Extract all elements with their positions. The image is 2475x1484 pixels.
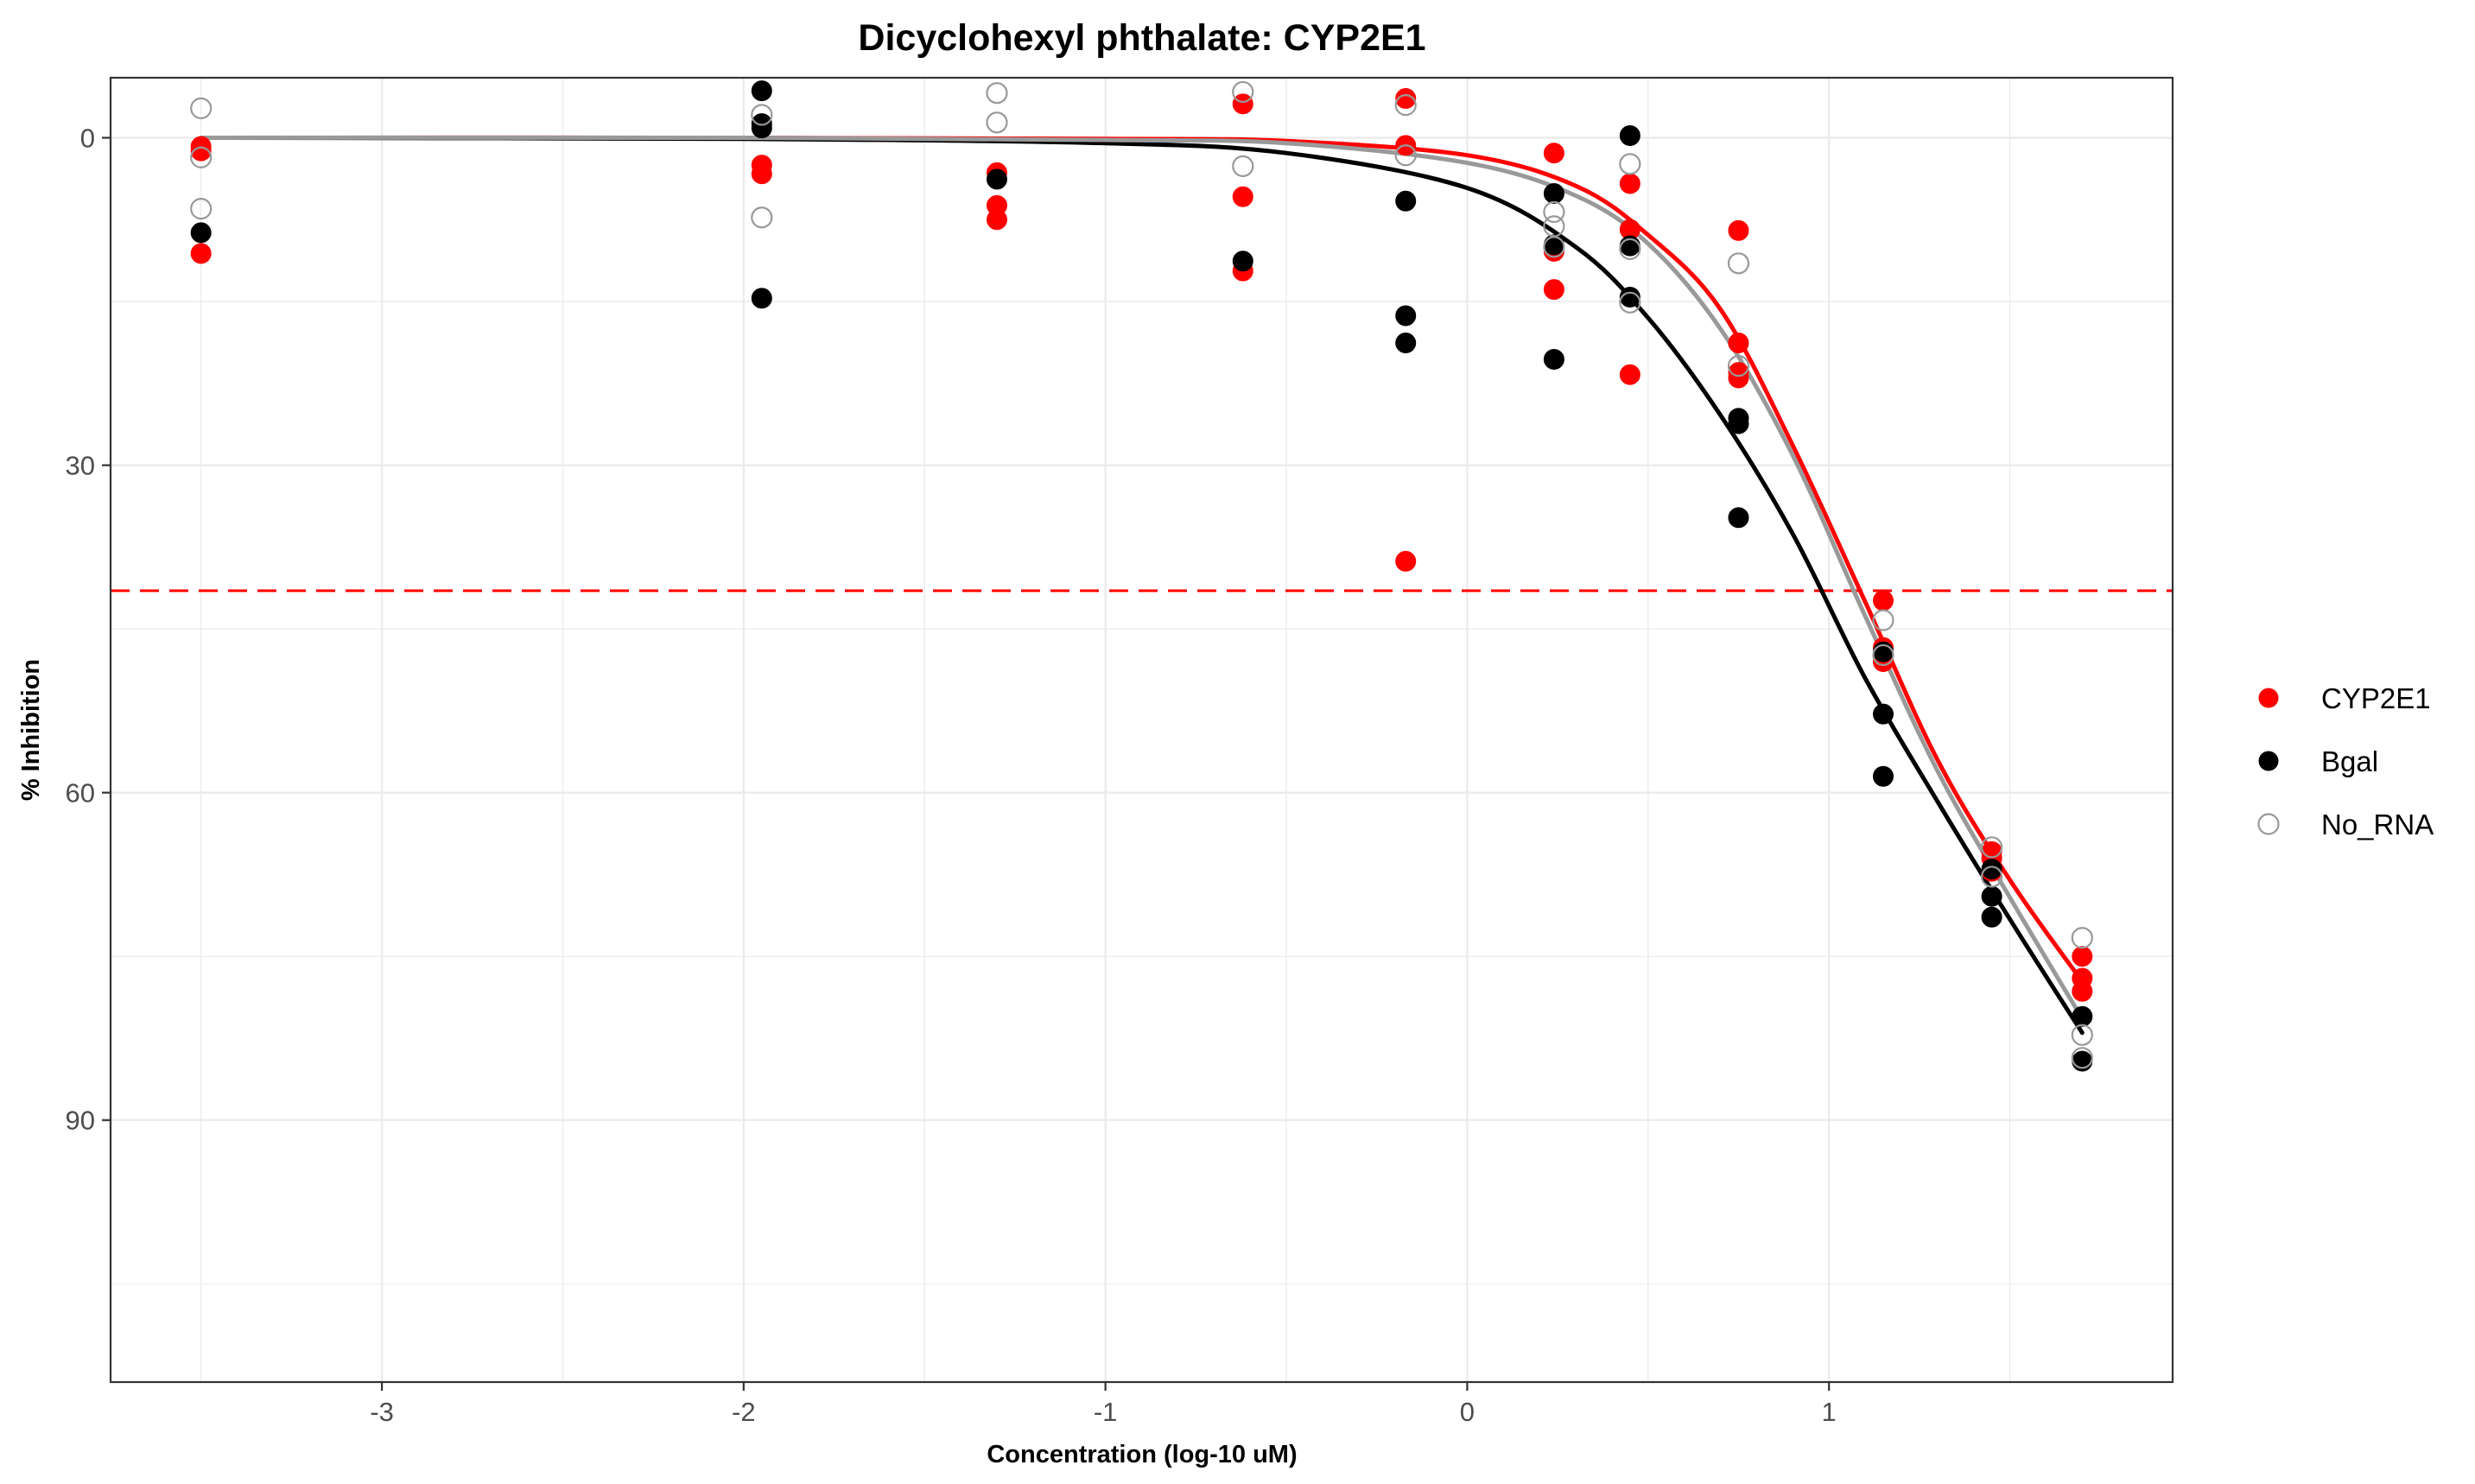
point-no-rna: [1394, 93, 1417, 117]
point-cyp2e1: [2072, 980, 2093, 1002]
point-cyp2e1: [1619, 173, 1640, 194]
point-no-rna: [986, 111, 1008, 134]
point-no-rna: [751, 104, 773, 126]
plot-panel-border: [109, 76, 2174, 1384]
data-points: [190, 80, 2093, 1072]
point-bgal: [1619, 286, 1640, 308]
x-tick-label: -1: [1094, 1397, 1118, 1427]
point-no-rna: [1619, 291, 1641, 314]
y-axis-title: % Inhibition: [17, 659, 45, 801]
fit-curve-cyp2e1: [199, 135, 2085, 984]
point-no-rna: [1619, 238, 1641, 260]
point-no-rna: [1981, 836, 2003, 859]
legend-key-cyp2e1: [2258, 688, 2279, 708]
point-no-rna: [1727, 252, 1750, 275]
point-bgal: [1981, 885, 2002, 907]
point-no-rna: [2071, 927, 2093, 949]
x-tick-label: 1: [1822, 1397, 1837, 1427]
legend: CYP2E1 Bgal No_RNA: [2257, 682, 2434, 840]
point-cyp2e1: [1872, 590, 1894, 612]
point-cyp2e1: [1232, 93, 1253, 115]
fit-curve-bgal: [199, 136, 2085, 1036]
y-tick-label: 0: [80, 123, 95, 153]
point-no-rna: [986, 82, 1008, 105]
point-bgal: [190, 222, 212, 244]
point-bgal: [751, 288, 772, 309]
point-cyp2e1: [1728, 367, 1749, 389]
legend-label-cyp2e1: CYP2E1: [2321, 682, 2431, 714]
point-cyp2e1: [1395, 550, 1417, 572]
x-tick-label: 0: [1460, 1397, 1475, 1427]
point-no-rna: [190, 198, 213, 220]
point-cyp2e1: [1619, 364, 1640, 385]
point-no-rna: [1872, 609, 1894, 631]
x-tick-label: -2: [732, 1397, 756, 1427]
point-cyp2e1: [1232, 186, 1253, 207]
point-no-rna: [2071, 1024, 2093, 1046]
point-no-rna: [190, 97, 213, 119]
point-cyp2e1: [190, 140, 212, 162]
point-no-rna: [1232, 80, 1254, 104]
point-bgal: [1728, 413, 1749, 434]
point-cyp2e1: [1543, 143, 1564, 164]
point-bgal: [1981, 906, 2002, 928]
point-no-rna: [1394, 144, 1417, 167]
y-tick-label: 30: [66, 451, 95, 481]
point-no-rna: [1872, 644, 1894, 667]
fit-curves: [199, 135, 2085, 1036]
point-bgal: [1619, 124, 1640, 146]
y-tick-label: 60: [66, 778, 95, 809]
point-cyp2e1: [1728, 219, 1749, 241]
point-bgal: [1872, 703, 1894, 725]
grid: [111, 78, 2173, 1382]
point-bgal: [1728, 507, 1749, 529]
point-bgal: [1395, 190, 1417, 212]
point-bgal: [1981, 859, 2002, 880]
point-cyp2e1: [751, 163, 772, 185]
legend-label-bgal: Bgal: [2321, 745, 2378, 777]
point-bgal: [1232, 251, 1253, 272]
point-bgal: [1395, 305, 1417, 327]
point-no-rna: [1981, 866, 2003, 888]
point-cyp2e1: [1543, 279, 1564, 301]
point-cyp2e1: [1728, 333, 1749, 354]
point-no-rna: [1727, 354, 1750, 377]
y-tick-label: 90: [66, 1106, 95, 1136]
fit-curve-no-rna: [199, 135, 2085, 1021]
point-no-rna: [190, 146, 213, 168]
x-tick-label: -3: [370, 1397, 394, 1427]
point-no-rna: [1543, 200, 1565, 224]
point-cyp2e1: [190, 243, 212, 264]
point-no-rna: [1232, 155, 1254, 177]
point-bgal: [2072, 1005, 2093, 1027]
legend-key-no-rna: [2257, 813, 2280, 835]
legend-key-bgal: [2258, 751, 2279, 771]
point-cyp2e1: [1395, 88, 1417, 110]
x-axis-title: Concentration (log-10 uM): [987, 1441, 1297, 1468]
y-axis: 0 30 60 90: [66, 123, 111, 1136]
point-bgal: [1543, 349, 1564, 371]
point-bgal: [1543, 182, 1564, 204]
point-bgal: [751, 80, 772, 102]
x-axis: -3 -2 -1 0 1: [370, 1382, 1837, 1427]
point-cyp2e1: [2072, 946, 2093, 967]
point-cyp2e1: [986, 209, 1007, 231]
point-no-rna: [751, 206, 773, 229]
point-bgal: [986, 168, 1007, 190]
legend-label-no-rna: No_RNA: [2321, 809, 2434, 840]
point-bgal: [1872, 765, 1894, 787]
point-no-rna: [1543, 236, 1565, 258]
point-no-rna: [2071, 1047, 2093, 1069]
chart-title: Dicyclohexyl phthalate: CYP2E1: [858, 17, 1425, 59]
point-bgal: [1395, 333, 1417, 354]
point-no-rna: [1619, 153, 1641, 175]
